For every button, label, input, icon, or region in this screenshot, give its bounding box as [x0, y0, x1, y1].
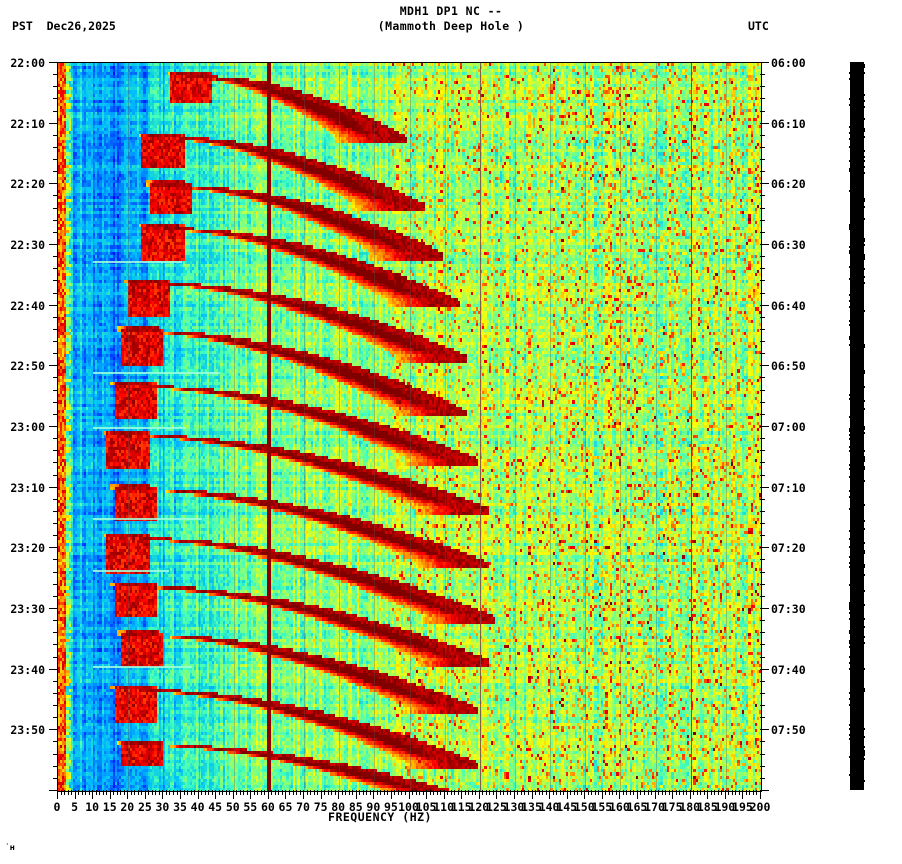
left-time-axis-pst: 22:00 22:10 22:20 22:30 22:40 22:50 23:00 23:10…	[0, 56, 58, 792]
time-tick-label-pst: 22:30	[10, 238, 45, 252]
time-tick-label-utc: 06:10	[771, 117, 806, 131]
time-tick-label-utc: 06:50	[771, 359, 806, 373]
time-tick-label-utc: 06:40	[771, 299, 806, 313]
corner-artifact-glyph: ˙ʜ	[5, 843, 15, 852]
time-tick-label-utc: 07:40	[771, 663, 806, 677]
time-tick-label-pst: 23:10	[10, 481, 45, 495]
spectrogram-image[interactable]	[58, 63, 761, 791]
time-tick-label-pst: 22:10	[10, 117, 45, 131]
spectrogram-plot-area[interactable]	[57, 62, 762, 792]
time-tick-label-utc: 06:00	[771, 56, 806, 70]
time-tick-label-pst: 23:00	[10, 420, 45, 434]
time-tick-label-utc: 07:20	[771, 541, 806, 555]
saturation-bar	[848, 62, 866, 790]
time-tick-label-pst: 22:00	[10, 56, 45, 70]
time-tick-label-pst: 23:50	[10, 723, 45, 737]
time-tick-label-utc: 06:20	[771, 177, 806, 191]
header-band: MDH1 DP1 NC -- (Mammoth Deep Hole ) PST …	[0, 0, 902, 46]
time-tick-label-pst: 22:40	[10, 299, 45, 313]
time-tick-label-utc: 07:30	[771, 602, 806, 616]
time-tick-label-utc: 07:10	[771, 481, 806, 495]
time-tick-label-pst: 22:50	[10, 359, 45, 373]
time-tick-label-utc: 07:50	[771, 723, 806, 737]
time-tick-label-pst: 23:40	[10, 663, 45, 677]
frequency-axis-title: FREQUENCY (HZ)	[328, 810, 432, 824]
saturation-bar-image	[848, 62, 866, 790]
station-subtitle: (Mammoth Deep Hole )	[377, 19, 525, 33]
left-timezone-date-label: PST Dec26,2025	[12, 19, 116, 33]
time-tick-label-pst: 23:20	[10, 541, 45, 555]
right-timezone-label: UTC	[748, 19, 769, 33]
time-tick-label-pst: 23:30	[10, 602, 45, 616]
time-tick-label-utc: 06:30	[771, 238, 806, 252]
time-tick-label-utc: 07:00	[771, 420, 806, 434]
page-title: MDH1 DP1 NC --	[399, 4, 503, 18]
time-tick-label-pst: 22:20	[10, 177, 45, 191]
